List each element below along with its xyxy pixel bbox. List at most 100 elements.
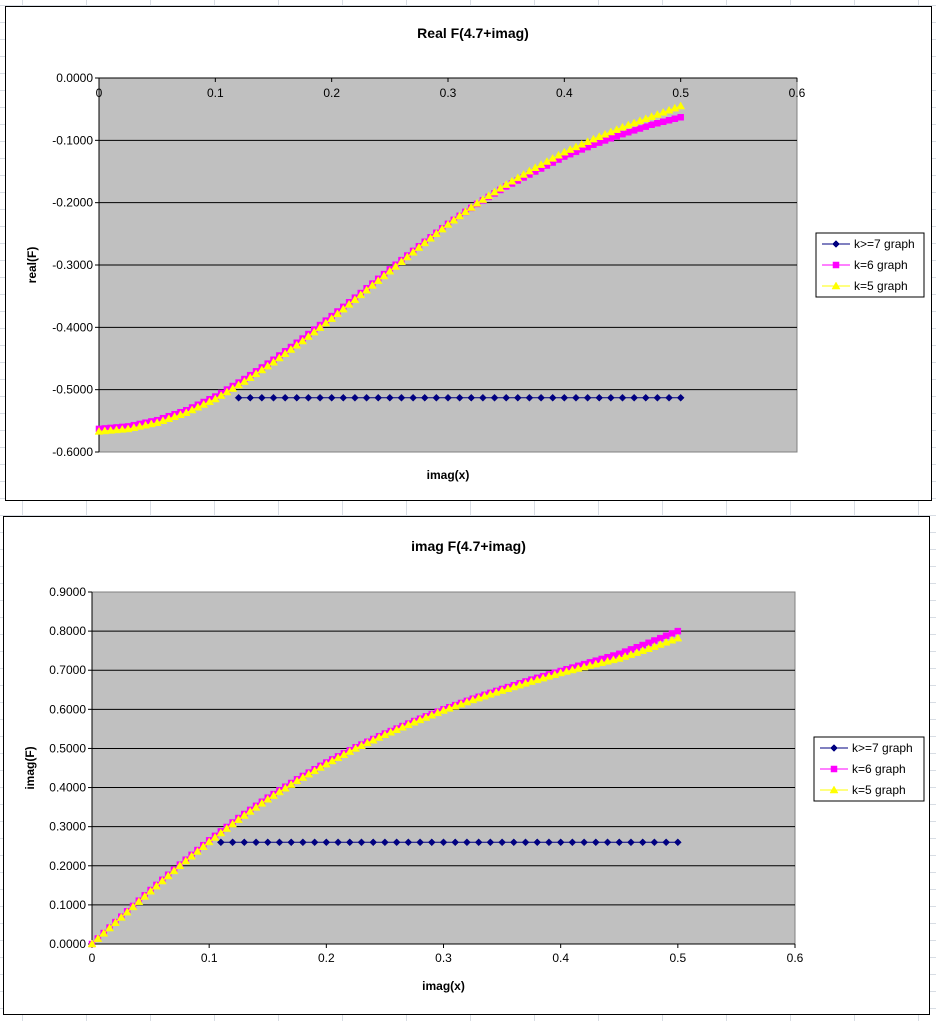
y-tick-label: 0.1000 bbox=[49, 898, 86, 912]
legend-label: k>=7 graph bbox=[854, 237, 915, 251]
data-point bbox=[87, 939, 97, 948]
data-point bbox=[106, 425, 116, 434]
data-point bbox=[409, 717, 419, 726]
x-axis-label: imag(x) bbox=[422, 979, 465, 993]
data-point bbox=[333, 309, 342, 318]
data-point bbox=[648, 121, 655, 128]
data-point bbox=[100, 426, 110, 435]
data-point bbox=[169, 866, 179, 875]
data-point bbox=[381, 838, 389, 847]
data-point bbox=[404, 838, 413, 847]
data-point bbox=[636, 125, 644, 132]
x-tick-label: 0.2 bbox=[318, 951, 335, 965]
legend: k>=7 graph k=6 graph k=5 graph bbox=[813, 736, 925, 802]
data-point bbox=[649, 642, 659, 650]
data-point bbox=[408, 247, 418, 256]
data-point bbox=[322, 838, 331, 847]
data-point bbox=[449, 215, 459, 224]
data-point bbox=[641, 393, 650, 402]
data-point bbox=[455, 211, 465, 220]
data-point bbox=[146, 886, 156, 895]
data-point bbox=[112, 425, 121, 434]
data-point bbox=[591, 838, 600, 847]
data-point bbox=[379, 271, 389, 280]
data-point bbox=[386, 727, 396, 736]
data-point bbox=[356, 290, 366, 299]
data-point bbox=[222, 824, 232, 832]
data-point bbox=[421, 713, 431, 721]
data-point bbox=[466, 203, 476, 211]
data-point bbox=[415, 715, 425, 724]
data-point bbox=[618, 393, 627, 402]
y-tick-label: -0.4000 bbox=[52, 320, 93, 334]
data-point bbox=[560, 393, 569, 402]
data-point bbox=[607, 393, 615, 402]
data-point bbox=[210, 832, 220, 841]
data-point bbox=[572, 393, 580, 402]
data-point bbox=[451, 838, 460, 847]
data-point bbox=[583, 393, 592, 402]
data-point bbox=[479, 393, 487, 402]
data-point bbox=[676, 393, 685, 402]
data-point bbox=[641, 114, 651, 123]
data-point bbox=[93, 934, 103, 942]
chart-title: imag F(4.7+imag) bbox=[411, 538, 526, 554]
data-point bbox=[654, 120, 661, 127]
data-point bbox=[345, 838, 354, 847]
data-point bbox=[513, 393, 522, 402]
data-point bbox=[327, 314, 337, 322]
data-point bbox=[615, 838, 624, 847]
data-point bbox=[595, 139, 603, 146]
x-tick-label: 0.6 bbox=[789, 86, 806, 100]
data-point bbox=[635, 116, 645, 125]
data-point bbox=[521, 838, 530, 847]
data-point bbox=[461, 207, 470, 216]
data-point bbox=[670, 103, 680, 112]
data-point bbox=[350, 295, 360, 303]
data-point bbox=[140, 891, 150, 900]
data-point bbox=[426, 233, 435, 242]
data-point bbox=[385, 393, 394, 402]
data-point bbox=[509, 838, 518, 847]
data-point bbox=[416, 838, 424, 847]
chart-real: Real F(4.7+imag) 0.0000 -0.1000 -0.2000 -0.3… bbox=[5, 6, 932, 501]
y-tick-label: 0.3000 bbox=[49, 820, 86, 834]
data-point bbox=[251, 369, 261, 378]
data-point bbox=[240, 838, 249, 847]
x-tick-label: 0.2 bbox=[323, 86, 340, 100]
legend-marker bbox=[832, 261, 840, 269]
data-point bbox=[339, 393, 348, 402]
data-point bbox=[198, 842, 208, 850]
data-point bbox=[269, 357, 278, 366]
data-point bbox=[433, 708, 443, 717]
data-point bbox=[607, 135, 615, 142]
data-point bbox=[163, 871, 173, 880]
legend-marker bbox=[830, 765, 838, 773]
data-point bbox=[392, 838, 401, 847]
x-tick-label: 0.5 bbox=[669, 951, 686, 965]
data-point bbox=[565, 145, 575, 153]
data-point bbox=[99, 928, 109, 937]
data-point bbox=[588, 134, 598, 143]
data-point bbox=[385, 266, 395, 275]
data-point bbox=[402, 252, 412, 261]
data-point bbox=[409, 393, 417, 402]
y-tick-label: -0.3000 bbox=[52, 258, 93, 272]
data-point bbox=[316, 393, 324, 402]
data-point bbox=[263, 361, 273, 370]
data-point bbox=[677, 114, 684, 121]
y-tick-label: -0.5000 bbox=[52, 383, 93, 397]
chart-svg: imag F(4.7+imag) 0.0000 0.1000 0.2000 0.3000… bbox=[23, 538, 925, 993]
data-point bbox=[486, 838, 495, 847]
data-point bbox=[583, 137, 593, 145]
data-point bbox=[357, 741, 366, 749]
data-point bbox=[556, 838, 565, 847]
data-point bbox=[299, 838, 307, 847]
data-point bbox=[580, 838, 588, 847]
data-point bbox=[251, 802, 261, 811]
data-point bbox=[239, 377, 249, 385]
plot-area bbox=[91, 591, 796, 945]
legend: k>=7 graph k=6 graph k=5 graph bbox=[815, 232, 925, 298]
legend-label: k=5 graph bbox=[854, 279, 908, 293]
data-point bbox=[662, 838, 670, 847]
